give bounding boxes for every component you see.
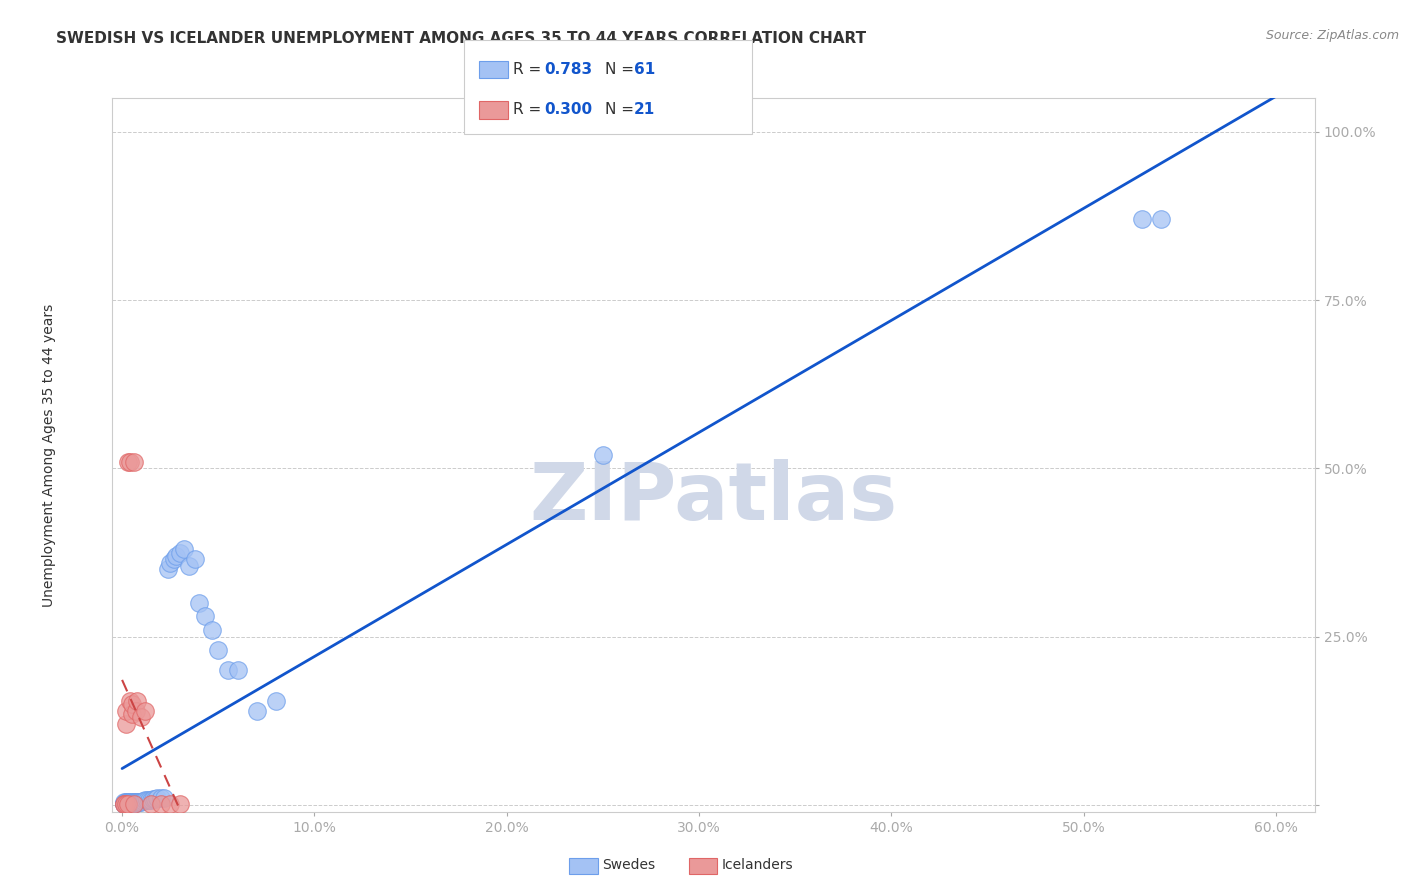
Point [115, 795, 138, 809]
Text: ZIPatlas: ZIPatlas [530, 458, 897, 537]
Point [112, 797, 135, 811]
Point [121, 707, 143, 722]
Point [165, 549, 187, 563]
Text: N =: N = [605, 62, 638, 77]
Point [127, 693, 149, 707]
Text: Icelanders: Icelanders [721, 858, 793, 872]
Point [139, 792, 162, 806]
Point [118, 796, 141, 810]
Point [1150, 212, 1173, 227]
Point [112, 796, 135, 810]
Point [121, 697, 143, 711]
Text: SWEDISH VS ICELANDER UNEMPLOYMENT AMONG AGES 35 TO 44 YEARS CORRELATION CHART: SWEDISH VS ICELANDER UNEMPLOYMENT AMONG … [56, 31, 866, 46]
Point [112, 797, 135, 812]
Point [157, 562, 180, 576]
Point [121, 796, 143, 810]
Point [136, 793, 159, 807]
Point [121, 797, 143, 811]
Point [149, 791, 172, 805]
Point [134, 793, 156, 807]
Point [124, 795, 146, 809]
Text: Swedes: Swedes [602, 858, 655, 872]
Point [128, 795, 150, 809]
Point [124, 704, 146, 718]
Text: 0.300: 0.300 [544, 103, 592, 117]
Point [115, 704, 138, 718]
Point [118, 693, 141, 707]
Point [1130, 212, 1153, 227]
Point [124, 795, 146, 809]
Point [124, 796, 146, 810]
Point [128, 795, 150, 809]
Point [115, 797, 138, 812]
Point [145, 791, 167, 805]
Point [121, 795, 143, 809]
Point [115, 797, 138, 811]
Point [112, 797, 135, 812]
Point [153, 790, 176, 805]
Point [264, 693, 287, 707]
Point [115, 717, 138, 731]
Text: Source: ZipAtlas.com: Source: ZipAtlas.com [1265, 29, 1399, 42]
Point [131, 795, 153, 809]
Point [115, 796, 138, 810]
Point [217, 664, 239, 678]
Text: 61: 61 [634, 62, 655, 77]
Point [226, 664, 249, 678]
Point [188, 596, 211, 610]
Text: Unemployment Among Ages 35 to 44 years: Unemployment Among Ages 35 to 44 years [42, 303, 56, 607]
Point [127, 795, 149, 809]
Point [112, 795, 135, 809]
Point [132, 794, 155, 808]
Point [143, 792, 166, 806]
Point [117, 797, 139, 811]
Point [134, 704, 156, 718]
Point [122, 796, 145, 810]
Point [117, 795, 139, 809]
Point [122, 797, 145, 812]
Text: R =: R = [513, 62, 547, 77]
Point [159, 797, 181, 812]
Point [149, 797, 172, 812]
Point [592, 448, 614, 462]
Point [127, 795, 149, 809]
Point [169, 545, 191, 559]
Point [118, 455, 141, 469]
Point [246, 704, 269, 718]
Point [142, 792, 165, 806]
Point [169, 797, 191, 812]
Point [117, 795, 139, 809]
Point [173, 542, 195, 557]
Point [118, 797, 141, 811]
Point [139, 797, 162, 812]
Point [117, 455, 139, 469]
Point [201, 623, 224, 637]
Point [194, 609, 217, 624]
Point [117, 796, 139, 810]
Point [118, 795, 141, 809]
Point [122, 455, 145, 469]
Point [112, 797, 135, 811]
Text: R =: R = [513, 103, 547, 117]
Point [159, 556, 181, 570]
Point [207, 643, 229, 657]
Point [118, 795, 141, 809]
Point [122, 795, 145, 809]
Point [163, 552, 186, 566]
Text: 21: 21 [634, 103, 655, 117]
Point [115, 795, 138, 809]
Point [117, 797, 139, 812]
Text: N =: N = [605, 103, 638, 117]
Point [115, 797, 138, 812]
Point [131, 710, 153, 724]
Point [122, 795, 145, 809]
Point [117, 797, 139, 812]
Point [179, 559, 201, 574]
Text: 0.783: 0.783 [544, 62, 592, 77]
Point [184, 552, 207, 566]
Point [138, 792, 160, 806]
